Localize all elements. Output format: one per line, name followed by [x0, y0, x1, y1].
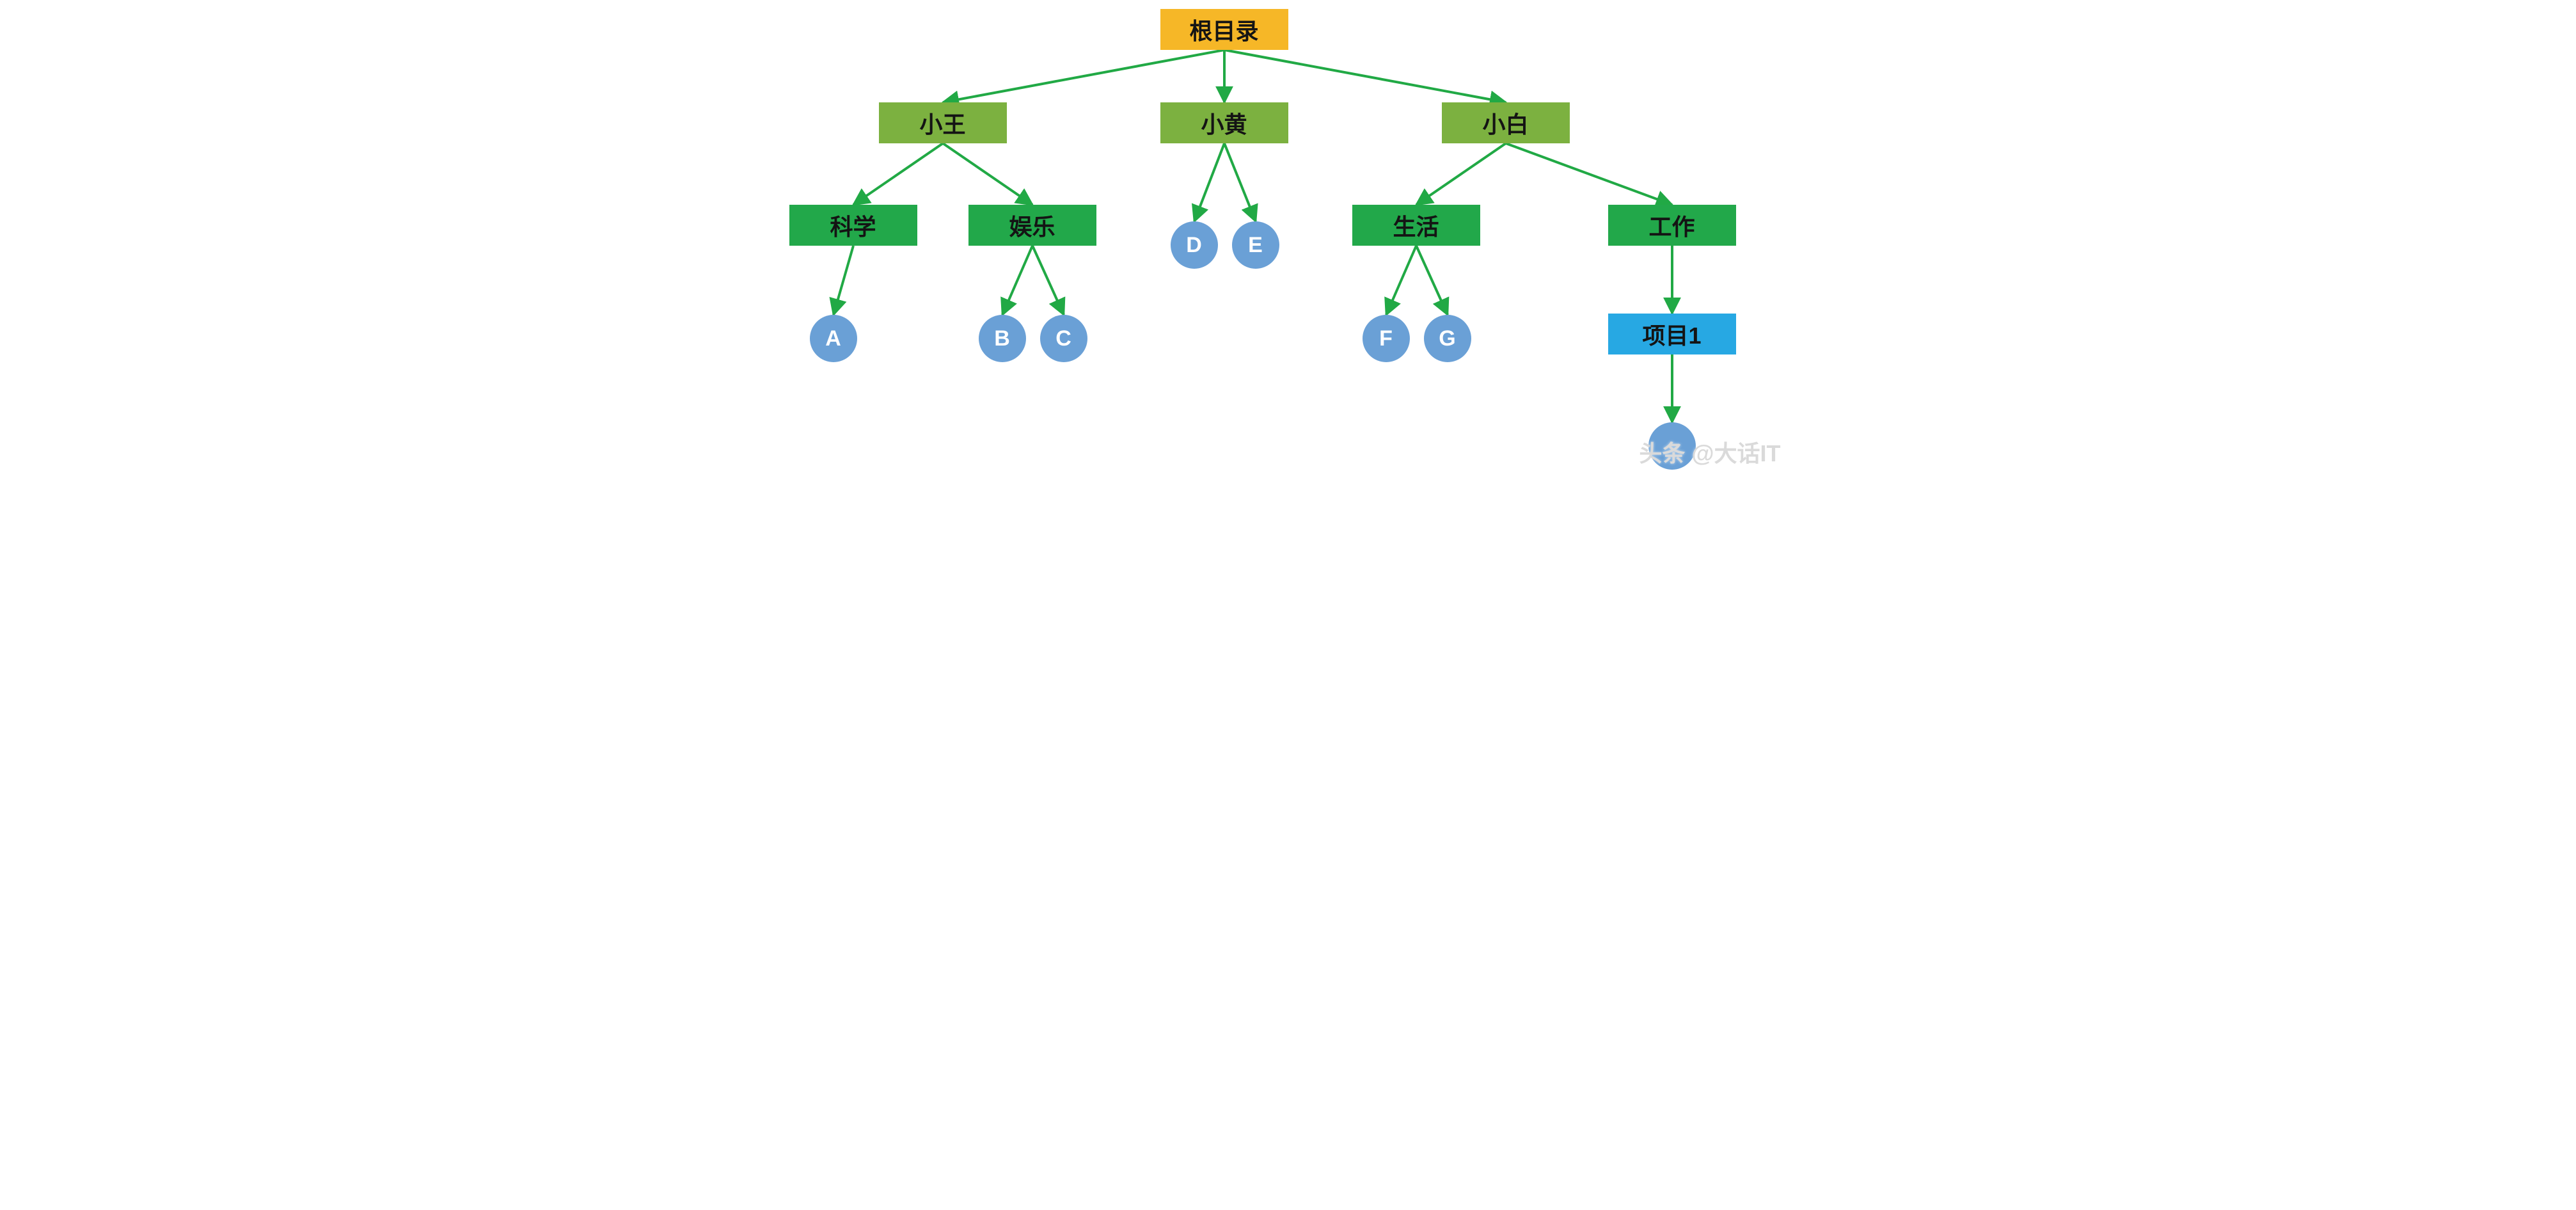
tree-diagram: 根目录小王 小黄 小白科学 娱乐 生活 工作 DE A BC FG 项目1 头条 @大话IT [777, 0, 1800, 481]
tree-edge [1194, 143, 1224, 221]
tree-edge [1386, 246, 1416, 315]
tree-node-work: 工作 [1608, 205, 1736, 246]
tree-node-C: C [1040, 315, 1087, 362]
tree-node-B: B [979, 315, 1026, 362]
tree-node-D: D [1171, 221, 1218, 269]
tree-node-wang: 小王 [879, 102, 1007, 143]
tree-node-proj1: 项目1 [1608, 314, 1736, 354]
tree-node-life: 生活 [1352, 205, 1480, 246]
tree-node-bai: 小白 [1442, 102, 1570, 143]
tree-node-F: F [1363, 315, 1410, 362]
tree-node-A: A [810, 315, 857, 362]
watermark-text: 头条 @大话IT [1639, 435, 1780, 468]
tree-node-G: G [1424, 315, 1471, 362]
tree-edge [1506, 143, 1672, 205]
tree-node-root: 根目录 [1160, 9, 1288, 50]
tree-node-E: E [1232, 221, 1279, 269]
tree-node-ent: 娱乐 [968, 205, 1096, 246]
tree-edge [943, 50, 1224, 102]
tree-edge [834, 246, 853, 315]
tree-edge [1224, 50, 1506, 102]
tree-node-huang: 小黄 [1160, 102, 1288, 143]
tree-edge [1032, 246, 1064, 315]
tree-edge [1002, 246, 1032, 315]
tree-node-sci: 科学 [789, 205, 917, 246]
tree-edge [943, 143, 1032, 205]
tree-edge [1416, 246, 1448, 315]
tree-edge [1416, 143, 1506, 205]
tree-edge [1224, 143, 1256, 221]
tree-edge [853, 143, 943, 205]
